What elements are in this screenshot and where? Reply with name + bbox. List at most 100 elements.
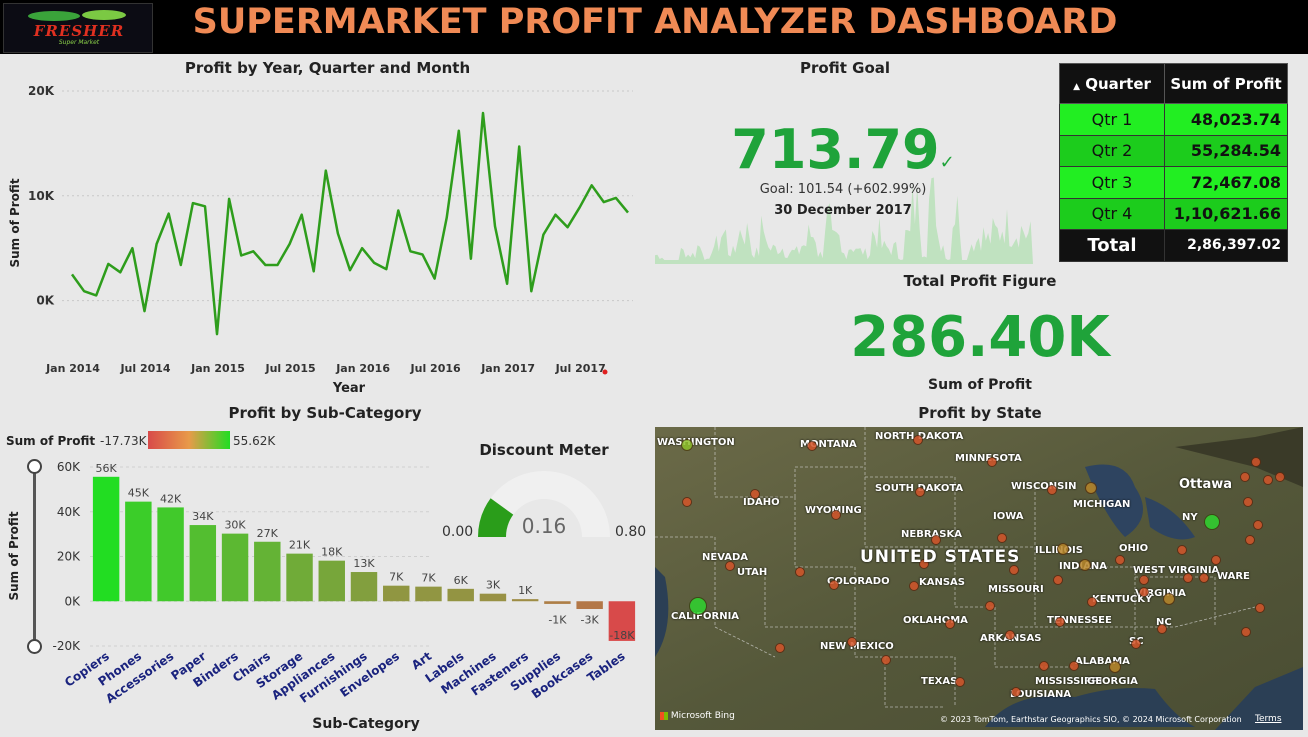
line-point[interactable] bbox=[227, 196, 232, 201]
state-bubble[interactable] bbox=[1085, 482, 1097, 494]
bar-fasteners[interactable] bbox=[511, 599, 539, 602]
state-bubble[interactable] bbox=[915, 487, 925, 497]
line-point[interactable] bbox=[408, 249, 413, 254]
line-point[interactable] bbox=[166, 211, 171, 216]
line-point[interactable] bbox=[396, 208, 401, 213]
line-point[interactable] bbox=[626, 210, 631, 215]
line-point[interactable] bbox=[94, 293, 99, 298]
state-bubble[interactable] bbox=[987, 457, 997, 467]
state-bubble[interactable] bbox=[1240, 472, 1250, 482]
state-bubble[interactable] bbox=[807, 441, 817, 451]
line-point[interactable] bbox=[215, 332, 220, 337]
state-bubble[interactable] bbox=[913, 435, 923, 445]
line-point[interactable] bbox=[360, 246, 365, 251]
line-point[interactable] bbox=[106, 261, 111, 266]
line-point[interactable] bbox=[130, 246, 135, 251]
line-point[interactable] bbox=[480, 111, 485, 116]
state-bubble[interactable] bbox=[1251, 457, 1261, 467]
state-bubble[interactable] bbox=[1057, 543, 1069, 555]
state-bubble[interactable] bbox=[945, 619, 955, 629]
state-bubble[interactable] bbox=[997, 533, 1007, 543]
table-row[interactable]: Qtr 1 48,023.74 bbox=[1059, 103, 1288, 136]
line-point[interactable] bbox=[311, 269, 316, 274]
state-bubble[interactable] bbox=[1243, 497, 1253, 507]
state-bubble[interactable] bbox=[847, 637, 857, 647]
line-point[interactable] bbox=[565, 225, 570, 230]
line-point[interactable] bbox=[178, 262, 183, 267]
state-bubble[interactable] bbox=[985, 601, 995, 611]
zoom-slider-handle-bottom[interactable] bbox=[27, 639, 42, 654]
state-bubble[interactable] bbox=[1204, 514, 1220, 530]
table-header-profit[interactable]: Sum of Profit bbox=[1164, 63, 1288, 104]
table-row[interactable]: Qtr 4 1,10,621.66 bbox=[1059, 197, 1288, 230]
line-point[interactable] bbox=[202, 204, 207, 209]
state-bubble[interactable] bbox=[909, 581, 919, 591]
line-point[interactable] bbox=[505, 281, 510, 286]
state-bubble[interactable] bbox=[881, 655, 891, 665]
line-point[interactable] bbox=[154, 242, 159, 247]
state-bubble[interactable] bbox=[1245, 535, 1255, 545]
state-bubble[interactable] bbox=[1253, 520, 1263, 530]
zoom-slider-handle-top[interactable] bbox=[27, 459, 42, 474]
bar-machines[interactable] bbox=[479, 593, 507, 602]
state-bubble[interactable] bbox=[1055, 617, 1065, 627]
state-bubble[interactable] bbox=[829, 580, 839, 590]
profit-line[interactable] bbox=[70, 111, 629, 336]
line-point[interactable] bbox=[323, 168, 328, 173]
state-bubble[interactable] bbox=[1183, 573, 1193, 583]
bar-accessories[interactable] bbox=[157, 507, 184, 602]
line-point[interactable] bbox=[190, 201, 195, 206]
line-point[interactable] bbox=[444, 215, 449, 220]
bar-art[interactable] bbox=[415, 586, 442, 602]
bar-storage[interactable] bbox=[286, 553, 313, 602]
line-point[interactable] bbox=[287, 242, 292, 247]
line-point[interactable] bbox=[613, 195, 618, 200]
state-bubble[interactable] bbox=[1011, 687, 1021, 697]
discount-gauge[interactable] bbox=[440, 460, 650, 550]
line-point[interactable] bbox=[553, 212, 558, 217]
line-point[interactable] bbox=[263, 262, 268, 267]
state-bubble[interactable] bbox=[955, 677, 965, 687]
table-header-quarter[interactable]: ▲ Quarter bbox=[1059, 63, 1165, 104]
state-bubble[interactable] bbox=[1163, 593, 1175, 605]
line-point[interactable] bbox=[70, 272, 75, 277]
line-point[interactable] bbox=[420, 252, 425, 257]
line-point[interactable] bbox=[384, 267, 389, 272]
line-point[interactable] bbox=[275, 262, 280, 267]
state-bubble[interactable] bbox=[1211, 555, 1221, 565]
line-chart[interactable]: 20K 10K 0K Jan 2014 Jul 2014 Jan 2015 Jul 2015… bbox=[0, 78, 650, 398]
state-bubble[interactable] bbox=[1053, 575, 1063, 585]
line-point[interactable] bbox=[577, 205, 582, 210]
state-bubble[interactable] bbox=[1199, 573, 1209, 583]
state-bubble[interactable] bbox=[1087, 597, 1097, 607]
state-bubble[interactable] bbox=[1139, 587, 1149, 597]
line-point[interactable] bbox=[239, 253, 244, 258]
bar-tables[interactable] bbox=[608, 601, 636, 641]
bar-phones[interactable] bbox=[125, 501, 152, 602]
bar-binders[interactable] bbox=[221, 533, 249, 602]
line-point[interactable] bbox=[456, 128, 461, 133]
bar-chairs[interactable] bbox=[254, 541, 281, 602]
bar-furnishings[interactable] bbox=[350, 572, 378, 602]
state-bubble[interactable] bbox=[931, 535, 941, 545]
bar-labels[interactable] bbox=[447, 588, 474, 602]
state-bubble[interactable] bbox=[682, 497, 692, 507]
line-point[interactable] bbox=[142, 309, 147, 314]
state-bubble[interactable] bbox=[689, 597, 707, 615]
state-bubble[interactable] bbox=[775, 643, 785, 653]
line-point[interactable] bbox=[335, 231, 340, 236]
line-point[interactable] bbox=[589, 183, 594, 188]
line-point[interactable] bbox=[348, 268, 353, 273]
bar-paper[interactable] bbox=[189, 525, 217, 602]
line-point[interactable] bbox=[541, 232, 546, 237]
state-bubble[interactable] bbox=[1263, 475, 1273, 485]
bar-bookcases[interactable] bbox=[576, 601, 603, 610]
state-bubble[interactable] bbox=[1131, 639, 1141, 649]
line-point[interactable] bbox=[601, 200, 606, 205]
bar-appliances[interactable] bbox=[318, 560, 345, 602]
bar-supplies[interactable] bbox=[544, 601, 571, 604]
bar-chart[interactable]: 60K 40K 20K 0K -20K Sum of Profit Sub-Category… bbox=[0, 450, 650, 735]
state-bubble[interactable] bbox=[1005, 630, 1015, 640]
line-point[interactable] bbox=[432, 276, 437, 281]
line-point[interactable] bbox=[251, 249, 256, 254]
